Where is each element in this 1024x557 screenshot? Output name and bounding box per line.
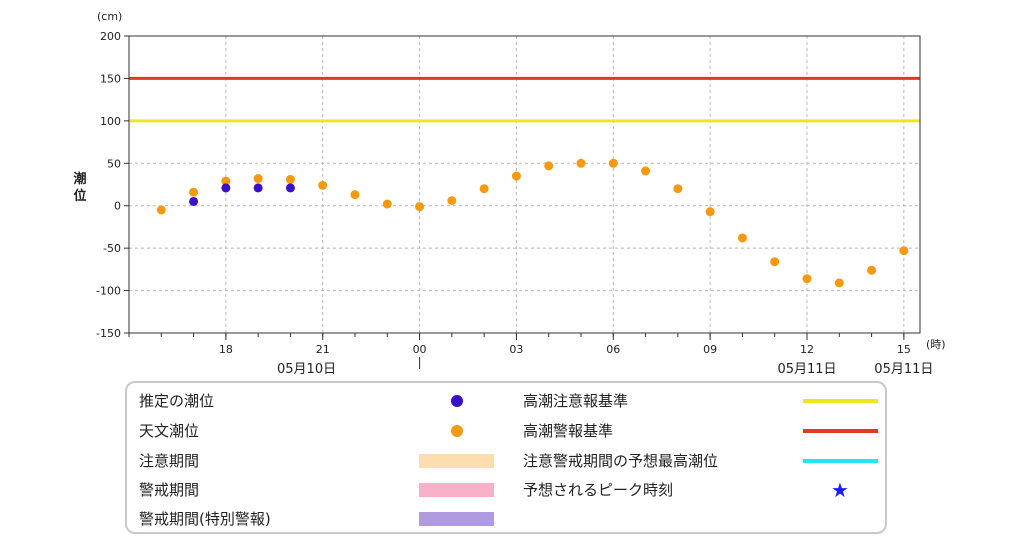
y-tick-label: 50 [107,157,121,170]
legend-swatch-astronomical [451,425,463,437]
x-tick-label: 18 [219,343,233,356]
date-label: 05月11日 [777,362,836,377]
peak-star-icon: ★ [831,478,849,502]
legend-swatch-caution-standard [803,399,878,403]
astronomical-tide-point [834,278,844,288]
y-tick-label: 150 [100,72,121,85]
y-tick-label: -50 [103,242,121,255]
x-unit-label: (時) [926,338,946,351]
x-tick-label: 09 [703,343,717,356]
astronomical-tide-point [544,161,554,171]
legend: 推定の潮位 天文潮位 注意期間 警戒期間 警戒期間(特別警報) 高潮注意報基準 … [125,381,887,534]
plot-frame [128,35,921,334]
x-tick-label: 03 [509,343,523,356]
legend-label-predicted-max: 注意警戒期間の予想最高潮位 [523,452,719,470]
legend-label-caution-standard: 高潮注意報基準 [523,392,629,410]
legend-label-astronomical: 天文潮位 [139,422,200,440]
astronomical-tide-point [673,184,683,194]
astronomical-tide-point [737,233,747,243]
x-axis: 18 21 00 03 06 09 12 15 05月10日 05月11日 05月11日 [128,333,933,377]
estimated-tide-point [189,196,199,206]
astronomical-tide-point [770,257,780,267]
legend-label-estimated: 推定の潮位 [139,392,215,410]
x-tick-label: 00 [413,343,427,356]
estimated-tide-point [221,183,231,193]
astronomical-tide-point [802,274,812,284]
astronomical-tide-point [415,202,425,212]
legend-swatch-special-warning-period [419,512,494,526]
legend-swatch-predicted-max [803,459,878,463]
y-tick-label: -100 [96,285,121,298]
legend-swatch-caution-period [419,454,494,468]
y-tick-label: 200 [100,30,121,43]
y-tick-label: -150 [96,327,121,340]
astronomical-tide-point [253,174,263,184]
reference-lines [129,76,920,123]
y-axis: 200 150 100 50 0 -50 -100 -150 [96,30,129,340]
x-tick-label: 21 [316,343,330,356]
legend-label-warning-standard: 高潮警報基準 [523,422,614,440]
y-unit-label: (cm) [97,10,122,23]
astronomical-tide-point [479,184,489,194]
astronomical-tide-point [318,180,328,190]
astronomical-tide-point [447,196,457,206]
astronomical-tide-point [867,265,877,275]
date-label: 05月11日 [874,362,933,377]
legend-swatch-warning-standard [803,429,878,433]
legend-label-special-warning-period: 警戒期間(特別警報) [139,510,271,528]
legend-label-peak-time: 予想されるピーク時刻 [523,481,674,499]
astronomical-tide-point [608,158,618,168]
astronomical-tide-point [382,199,392,209]
astronomical-tide-point [350,190,360,200]
legend-swatch-estimated [451,395,463,407]
astronomical-tide-point [156,205,166,215]
legend-label-caution-period: 注意期間 [139,452,200,470]
astronomical-tide-point [189,187,199,197]
astronomical-tide-point [511,171,521,181]
x-tick-label: 15 [897,343,911,356]
tide-chart: 200 150 100 50 0 -50 -100 -150 18 21 00 03 06 09 12 15… [73,10,946,377]
astronomical-tide-point [705,207,715,217]
date-label: 05月10日 [277,362,336,377]
y-axis-title: 潮位 [73,171,86,204]
x-tick-label: 12 [800,343,814,356]
y-tick-label: 100 [100,115,121,128]
estimated-tide-point [253,183,263,193]
data-points [156,158,909,288]
estimated-tide-point [285,183,295,193]
x-tick-label: 06 [606,343,620,356]
astronomical-tide-point [285,174,295,184]
astronomical-tide-point [576,158,586,168]
grid-lines [129,36,920,333]
astronomical-tide-point [899,246,909,256]
legend-label-warning-period: 警戒期間 [139,481,200,499]
astronomical-tide-point [221,176,231,186]
astronomical-tide-point [641,166,651,176]
y-tick-label: 0 [114,200,121,213]
legend-swatch-warning-period [419,483,494,497]
